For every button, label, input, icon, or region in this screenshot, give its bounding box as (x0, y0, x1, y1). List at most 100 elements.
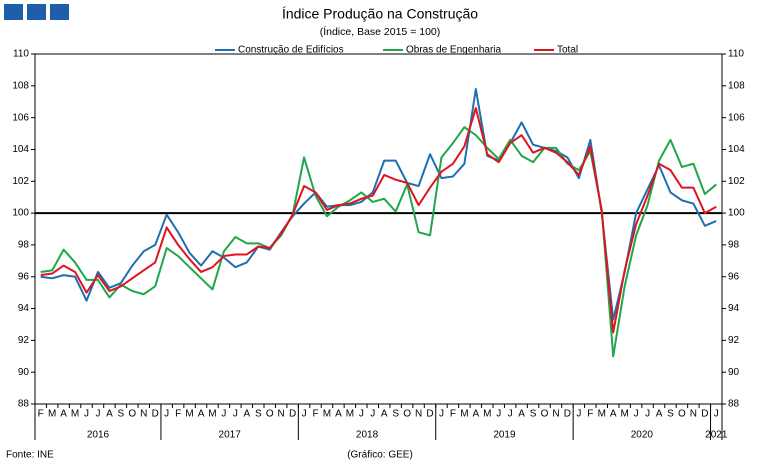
year-label: 2017 (219, 430, 242, 441)
x-tick-label: M (483, 409, 491, 420)
y2-tick-label: 98 (728, 240, 740, 251)
year-label: 2019 (493, 430, 516, 441)
x-tick-label: M (346, 409, 354, 420)
x-tick-label: D (426, 409, 433, 420)
chart-subtitle: (Índice, Base 2015 = 100) (320, 25, 441, 38)
x-tick-label: F (450, 409, 456, 420)
y2-tick-label: 94 (728, 303, 740, 314)
y-tick-label: 88 (18, 399, 30, 410)
x-tick-label: J (645, 409, 650, 420)
x-tick-label: A (518, 409, 525, 420)
y-tick-label: 110 (13, 49, 29, 60)
y2-tick-label: 108 (728, 80, 745, 91)
x-tick-label: J (576, 409, 581, 420)
logo-block (4, 4, 23, 20)
x-tick-label: J (164, 409, 169, 420)
x-tick-label: J (370, 409, 375, 420)
x-tick-label: O (266, 409, 274, 420)
legend-label: Construção de Edifícios (238, 45, 344, 56)
series-line (40, 107, 717, 334)
y-tick-label: 104 (12, 144, 29, 155)
x-tick-label: J (714, 409, 719, 420)
x-tick-label: A (60, 409, 67, 420)
y2-tick-label: 90 (728, 367, 740, 378)
x-tick-label: M (71, 409, 79, 420)
y-tick-label: 92 (18, 335, 30, 346)
x-tick-label: S (255, 409, 262, 420)
x-tick-label: N (278, 409, 285, 420)
x-tick-label: F (587, 409, 593, 420)
source: Fonte: INE (6, 450, 54, 461)
series-line (40, 88, 717, 321)
y-tick-label: 106 (12, 112, 29, 123)
x-tick-label: J (302, 409, 307, 420)
x-tick-label: O (128, 409, 136, 420)
x-tick-label: J (359, 409, 364, 420)
y2-tick-label: 106 (728, 112, 745, 123)
x-tick-label: O (403, 409, 411, 420)
x-tick-label: O (541, 409, 549, 420)
y-tick-label: 98 (18, 240, 30, 251)
x-tick-label: M (323, 409, 331, 420)
x-tick-label: N (552, 409, 559, 420)
x-tick-label: D (564, 409, 571, 420)
x-tick-label: J (233, 409, 238, 420)
x-tick-label: F (312, 409, 318, 420)
year-label: 2018 (356, 430, 379, 441)
x-tick-label: S (118, 409, 125, 420)
x-tick-label: J (496, 409, 501, 420)
x-tick-label: M (48, 409, 56, 420)
year-label: 2016 (87, 430, 110, 441)
x-tick-label: J (439, 409, 444, 420)
credit: (Gráfico: GEE) (347, 450, 413, 461)
x-tick-label: N (690, 409, 697, 420)
x-tick-label: M (208, 409, 216, 420)
x-tick-label: A (198, 409, 205, 420)
x-tick-label: A (656, 409, 663, 420)
x-tick-label: M (598, 409, 606, 420)
y2-tick-label: 104 (728, 144, 745, 155)
x-tick-label: D (152, 409, 159, 420)
legend-label: Obras de Engenharia (406, 45, 502, 56)
x-tick-label: J (84, 409, 89, 420)
x-tick-label: M (621, 409, 629, 420)
x-tick-label: J (221, 409, 226, 420)
chart-title: Índice Produção na Construção (282, 6, 478, 22)
y2-tick-label: 92 (728, 335, 740, 346)
year-label: 2021 (705, 430, 728, 441)
y-tick-label: 90 (18, 367, 30, 378)
x-tick-label: A (381, 409, 388, 420)
y-tick-label: 96 (18, 271, 30, 282)
x-tick-label: N (140, 409, 147, 420)
year-label: 2020 (631, 430, 654, 441)
y2-tick-label: 88 (728, 399, 740, 410)
x-tick-label: F (175, 409, 181, 420)
x-tick-label: J (508, 409, 513, 420)
y2-tick-label: 100 (728, 208, 745, 219)
y-tick-label: 102 (12, 176, 29, 187)
x-tick-label: A (472, 409, 479, 420)
logo-block (27, 4, 46, 20)
x-tick-label: O (678, 409, 686, 420)
logo-block (50, 4, 69, 20)
y2-tick-label: 102 (728, 176, 745, 187)
x-tick-label: A (243, 409, 250, 420)
x-tick-label: S (667, 409, 674, 420)
y-tick-label: 100 (12, 208, 29, 219)
x-tick-label: D (701, 409, 708, 420)
x-tick-label: A (610, 409, 617, 420)
x-tick-label: S (530, 409, 537, 420)
y-tick-label: 94 (18, 303, 30, 314)
x-tick-label: J (95, 409, 100, 420)
x-tick-label: N (415, 409, 422, 420)
x-tick-label: S (392, 409, 399, 420)
x-tick-label: D (289, 409, 296, 420)
x-tick-label: M (460, 409, 468, 420)
y2-tick-label: 96 (728, 271, 740, 282)
legend-label: Total (557, 45, 578, 56)
x-tick-label: J (634, 409, 639, 420)
x-tick-label: A (335, 409, 342, 420)
plot-frame (34, 53, 723, 405)
x-tick-label: F (38, 409, 44, 420)
